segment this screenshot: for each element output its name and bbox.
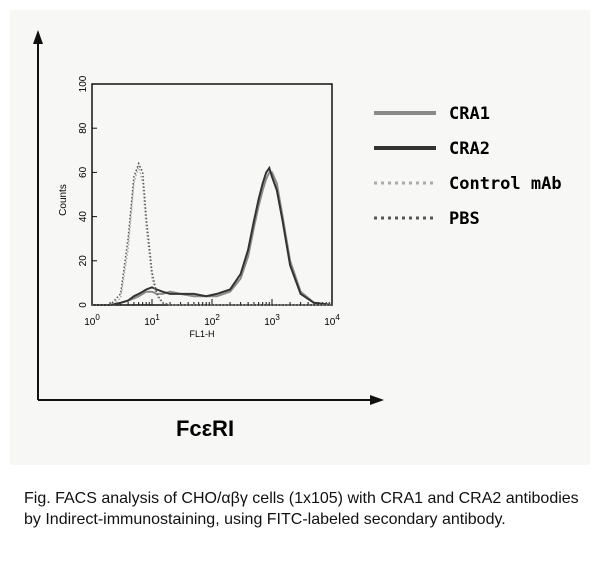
x-tick-label: 101 bbox=[144, 313, 160, 328]
x-tick-exp: 3 bbox=[275, 313, 280, 322]
y-tick-label: 100 bbox=[78, 75, 89, 92]
x-tick-exp: 1 bbox=[155, 313, 160, 322]
x-tick-base: 10 bbox=[84, 317, 96, 328]
caption: Fig. FACS analysis of CHO/αβγ cells (1x1… bbox=[24, 490, 579, 528]
series-line bbox=[92, 171, 333, 306]
x-tick-exp: 0 bbox=[95, 313, 100, 322]
outer-axis-label: FcεRI bbox=[176, 416, 234, 441]
arrow bbox=[33, 30, 43, 44]
series-line bbox=[92, 165, 333, 306]
y-axis-label: Counts bbox=[58, 184, 69, 216]
legend-label: CRA1 bbox=[449, 104, 490, 124]
x-tick-exp: 2 bbox=[215, 313, 220, 322]
x-tick-label: 102 bbox=[204, 313, 220, 328]
y-tick-label: 0 bbox=[78, 302, 89, 308]
y-tick-label: 80 bbox=[78, 122, 89, 134]
y-tick-label: 60 bbox=[78, 166, 89, 178]
legend-label: CRA2 bbox=[449, 139, 490, 159]
x-tick-label: 103 bbox=[264, 313, 280, 328]
legend-label: Control mAb bbox=[449, 174, 562, 194]
arrow bbox=[370, 395, 384, 405]
y-tick-label: 20 bbox=[78, 255, 89, 267]
x-tick-base: 10 bbox=[144, 317, 156, 328]
x-tick-label: 100 bbox=[84, 313, 100, 328]
x-axis-label: FL1-H bbox=[189, 329, 214, 339]
legend-label: PBS bbox=[449, 209, 480, 229]
panel bbox=[10, 10, 590, 465]
series-line bbox=[92, 161, 332, 306]
x-tick-base: 10 bbox=[204, 317, 216, 328]
y-tick-label: 40 bbox=[78, 211, 89, 223]
x-tick-exp: 4 bbox=[335, 313, 340, 322]
x-tick-label: 104 bbox=[324, 313, 340, 328]
x-tick-base: 10 bbox=[324, 317, 336, 328]
x-tick-base: 10 bbox=[264, 317, 276, 328]
